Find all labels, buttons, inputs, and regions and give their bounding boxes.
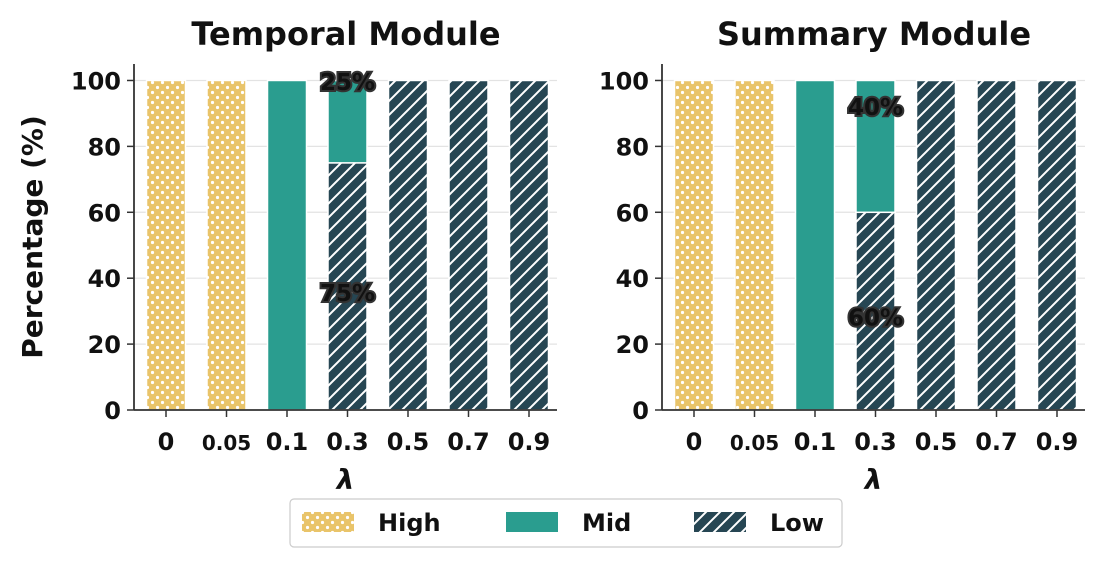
x-axis-label: λ — [863, 463, 883, 496]
data-label-low: 75% — [320, 281, 375, 307]
bar-low-0-5 — [387, 79, 429, 411]
data-label-mid: 25% — [320, 70, 375, 96]
x-tick-label: 0.3 — [854, 428, 897, 456]
bar-low-0-9 — [1036, 79, 1078, 411]
y-tick-label: 100 — [599, 67, 649, 95]
bar-low-0-5 — [915, 79, 957, 411]
y-axis-label: Percentage (%) — [16, 115, 49, 359]
x-tick-label: 0.9 — [1036, 428, 1079, 456]
legend-swatch-low — [694, 512, 746, 532]
x-tick-label: 0.05 — [730, 431, 779, 455]
y-tick-label: 100 — [71, 67, 121, 95]
legend-label-mid: Mid — [582, 509, 631, 537]
bar-mid-0-1 — [794, 79, 836, 411]
bar-low-0-7 — [976, 79, 1017, 411]
bar-high-0 — [145, 79, 187, 411]
legend-label-low: Low — [770, 509, 824, 537]
x-tick-label: 0.3 — [326, 428, 369, 456]
x-tick-label: 0.7 — [975, 428, 1018, 456]
x-tick-label: 0.5 — [915, 428, 958, 456]
x-tick-label: 0.1 — [266, 428, 309, 456]
x-axis-label: λ — [335, 463, 355, 496]
y-tick-label: 80 — [88, 133, 121, 161]
bar-high-0 — [673, 79, 715, 411]
y-tick-label: 0 — [632, 397, 649, 425]
legend-label-high: High — [378, 509, 441, 537]
x-tick-label: 0.05 — [202, 431, 251, 455]
x-tick-label: 0 — [158, 428, 175, 456]
chart-title: Summary Module — [717, 15, 1031, 53]
panel-summary-module: Summary Module 0 20 40 60 80 100 0 0.05 0.1 0.3 0.5… — [599, 15, 1085, 496]
bar-low-0-9 — [508, 79, 550, 411]
legend-swatch-mid — [506, 512, 558, 532]
x-tick-label: 0.9 — [508, 428, 551, 456]
y-tick-label: 40 — [88, 265, 121, 293]
bar-low-0-3 — [327, 162, 368, 411]
y-tick-label: 60 — [616, 199, 649, 227]
x-tick-label: 0.1 — [794, 428, 837, 456]
bar-high-0-05 — [206, 79, 247, 411]
legend-frame — [289, 498, 843, 548]
y-tick-label: 0 — [104, 397, 121, 425]
legend-swatch-high — [302, 512, 354, 532]
bar-high-0-05 — [734, 79, 775, 411]
panel-temporal-module: Temporal Module 0 20 40 60 80 100 0 0.05 0.1 0.3 0.… — [71, 15, 557, 496]
bar-low-0-7 — [448, 79, 489, 411]
chart-title: Temporal Module — [191, 15, 500, 53]
data-label-low: 60% — [848, 306, 903, 332]
bar-mid-0-3 — [327, 79, 368, 164]
y-tick-label: 20 — [88, 331, 121, 359]
data-label-mid: 40% — [848, 95, 903, 121]
x-tick-label: 0.7 — [447, 428, 490, 456]
y-tick-label: 20 — [616, 331, 649, 359]
y-tick-label: 40 — [616, 265, 649, 293]
x-tick-label: 0 — [686, 428, 703, 456]
x-tick-label: 0.5 — [387, 428, 430, 456]
y-tick-label: 60 — [88, 199, 121, 227]
bar-low-0-3 — [855, 211, 896, 411]
legend: High Mid Low — [289, 498, 843, 548]
y-tick-label: 80 — [616, 133, 649, 161]
bar-mid-0-3 — [855, 79, 896, 214]
bar-mid-0-1 — [266, 79, 308, 411]
